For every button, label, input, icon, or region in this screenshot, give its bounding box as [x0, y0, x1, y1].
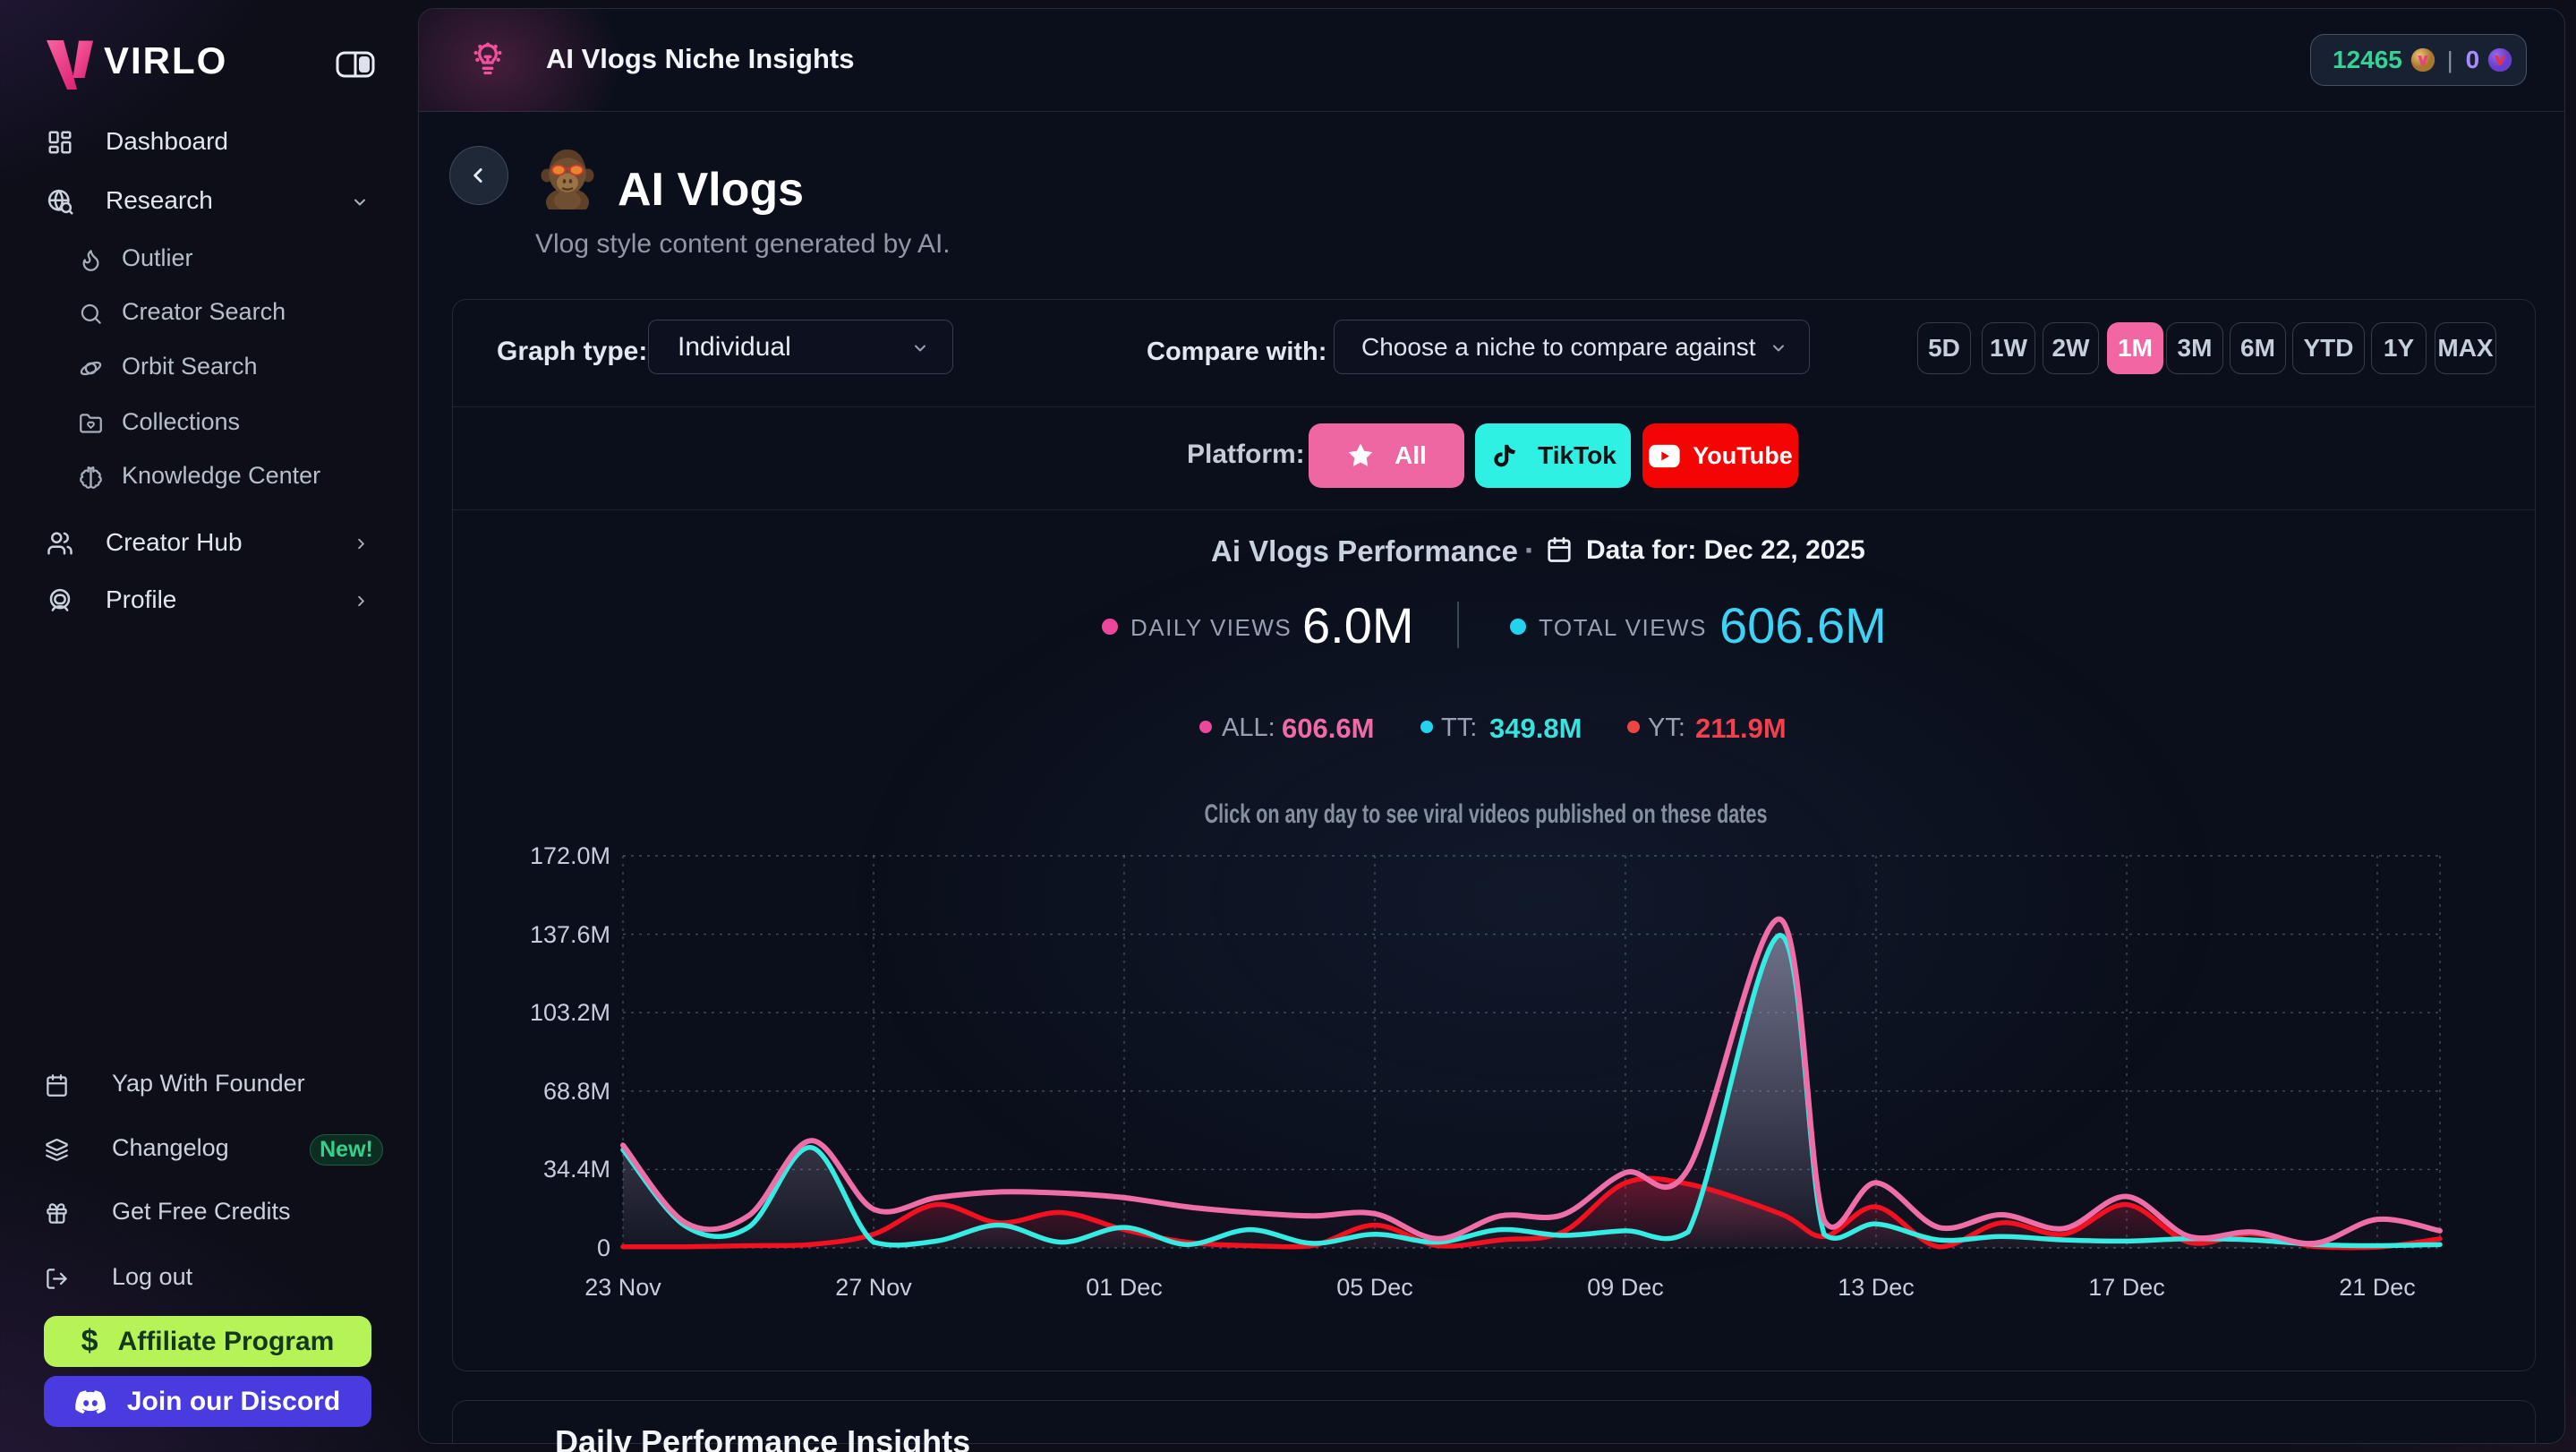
- svg-text:103.2M: 103.2M: [530, 999, 610, 1026]
- svg-text:05 Dec: 05 Dec: [1336, 1274, 1413, 1301]
- svg-text:01 Dec: 01 Dec: [1086, 1274, 1163, 1301]
- svg-text:68.8M: 68.8M: [543, 1078, 610, 1105]
- svg-text:09 Dec: 09 Dec: [1587, 1274, 1664, 1301]
- svg-text:172.0M: 172.0M: [530, 842, 610, 869]
- svg-text:34.4M: 34.4M: [543, 1156, 610, 1183]
- svg-text:21 Dec: 21 Dec: [2339, 1274, 2416, 1301]
- svg-text:13 Dec: 13 Dec: [1838, 1274, 1915, 1301]
- svg-text:17 Dec: 17 Dec: [2088, 1274, 2165, 1301]
- svg-text:23 Nov: 23 Nov: [584, 1274, 661, 1301]
- svg-text:137.6M: 137.6M: [530, 921, 610, 948]
- svg-text:27 Nov: 27 Nov: [835, 1274, 912, 1301]
- svg-text:0: 0: [597, 1234, 610, 1261]
